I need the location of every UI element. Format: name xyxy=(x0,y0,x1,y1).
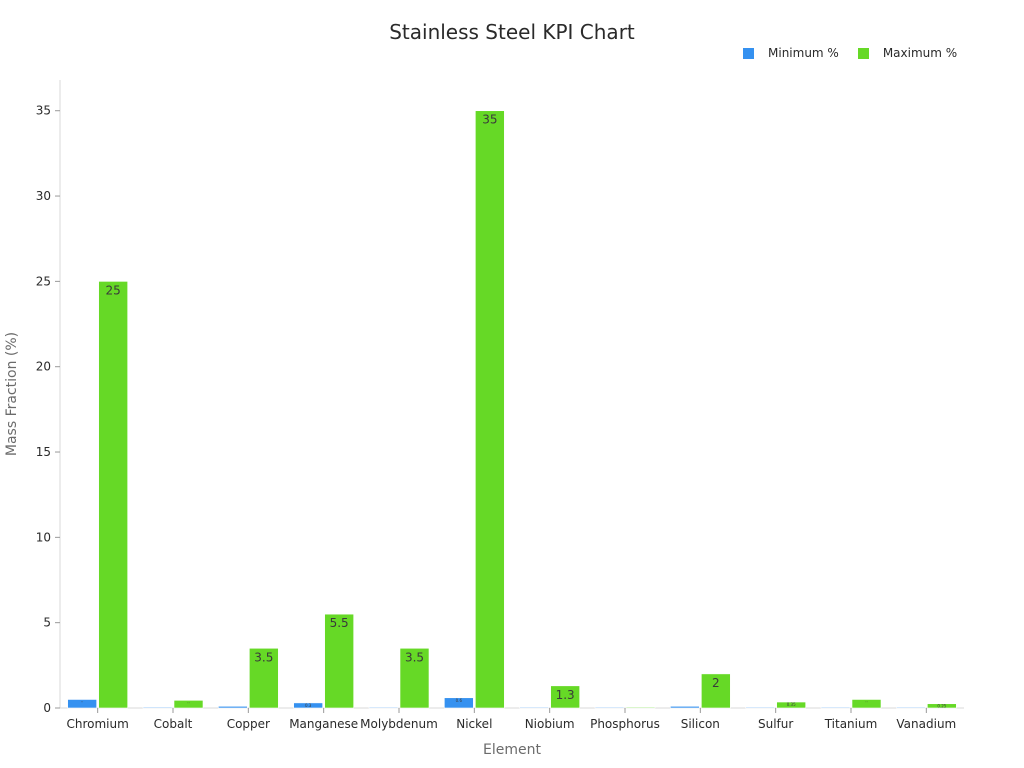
y-tick-label: 5 xyxy=(43,616,51,630)
y-tick-label: 0 xyxy=(43,701,51,715)
chart-title: Stainless Steel KPI Chart xyxy=(389,20,635,44)
x-tick-label: Molybdenum xyxy=(360,717,438,731)
legend-item-minimum[interactable]: Minimum % xyxy=(743,46,839,60)
bar-minimum xyxy=(820,706,851,709)
bar-minimum xyxy=(142,706,173,709)
y-tick-label: 25 xyxy=(36,274,51,288)
bar-maximum xyxy=(173,700,204,709)
bar-maximum xyxy=(851,699,882,709)
x-tick-label: Copper xyxy=(227,717,270,731)
bar-data-label: 3.5 xyxy=(405,650,424,664)
bar-data-label: 0.35 xyxy=(787,702,796,707)
x-axis-label: Element xyxy=(483,742,541,758)
legend: Minimum % Maximum % xyxy=(743,46,976,60)
x-tick-label: Manganese xyxy=(289,717,358,731)
x-tick-label: Silicon xyxy=(681,717,720,731)
x-tick-label: Vanadium xyxy=(896,717,956,731)
bar-data-label: 3.5 xyxy=(254,650,273,664)
bar-minimum xyxy=(368,706,399,709)
bar-data-label: 1.3 xyxy=(556,688,575,702)
x-tick-label: Niobium xyxy=(525,717,575,731)
bar-minimum xyxy=(293,702,323,709)
bar-minimum xyxy=(745,706,775,709)
bar-minimum xyxy=(670,705,700,709)
bar-minimum xyxy=(594,706,625,709)
bar-minimum xyxy=(444,697,474,709)
bar-maximum xyxy=(399,647,430,709)
bar-data-label: 0.25 xyxy=(937,704,946,709)
bar-minimum xyxy=(519,706,549,709)
legend-swatch-minimum xyxy=(743,47,754,59)
legend-label-minimum: Minimum % xyxy=(768,46,839,60)
bar-maximum xyxy=(475,110,505,709)
x-tick-label: Nickel xyxy=(456,717,492,731)
bar-data-label: 5.5 xyxy=(330,616,349,630)
bar-data-label: 0.6 xyxy=(456,698,463,703)
bar-data-label: 0.3 xyxy=(305,703,312,708)
legend-swatch-maximum xyxy=(857,47,869,59)
y-tick-label: 10 xyxy=(36,530,51,544)
bar-data-label: ·· xyxy=(81,699,84,704)
y-tick-label: 15 xyxy=(36,445,51,459)
bar-minimum xyxy=(218,705,248,709)
x-tick-label: Titanium xyxy=(824,717,878,731)
bar-maximum xyxy=(324,613,354,709)
bar-maximum xyxy=(776,701,806,709)
x-tick-label: Cobalt xyxy=(154,717,193,731)
bar-data-label: 35 xyxy=(482,113,497,127)
bar-data-label: 25 xyxy=(106,283,121,297)
bar-maximum xyxy=(98,281,128,709)
bar-maximum xyxy=(701,673,731,709)
y-tick-label: 20 xyxy=(36,360,51,374)
x-tick-label: Phosphorus xyxy=(590,717,660,731)
legend-label-maximum: Maximum % xyxy=(882,46,958,60)
bar-maximum xyxy=(249,647,279,709)
y-tick-label: 35 xyxy=(36,104,51,118)
bar-data-label: ·· xyxy=(865,699,868,704)
bar-maximum xyxy=(927,703,957,709)
bar-minimum xyxy=(67,699,97,709)
y-tick-label: 30 xyxy=(36,189,51,203)
bar-minimum xyxy=(896,706,926,709)
bar-maximum xyxy=(550,685,580,709)
legend-item-maximum[interactable]: Maximum % xyxy=(857,46,958,60)
x-tick-label: Sulfur xyxy=(758,717,793,731)
bar-data-label: ·· xyxy=(187,700,190,705)
x-tick-label: Chromium xyxy=(67,717,129,731)
bar-maximum xyxy=(625,706,656,709)
bar-data-label: 2 xyxy=(712,676,720,690)
